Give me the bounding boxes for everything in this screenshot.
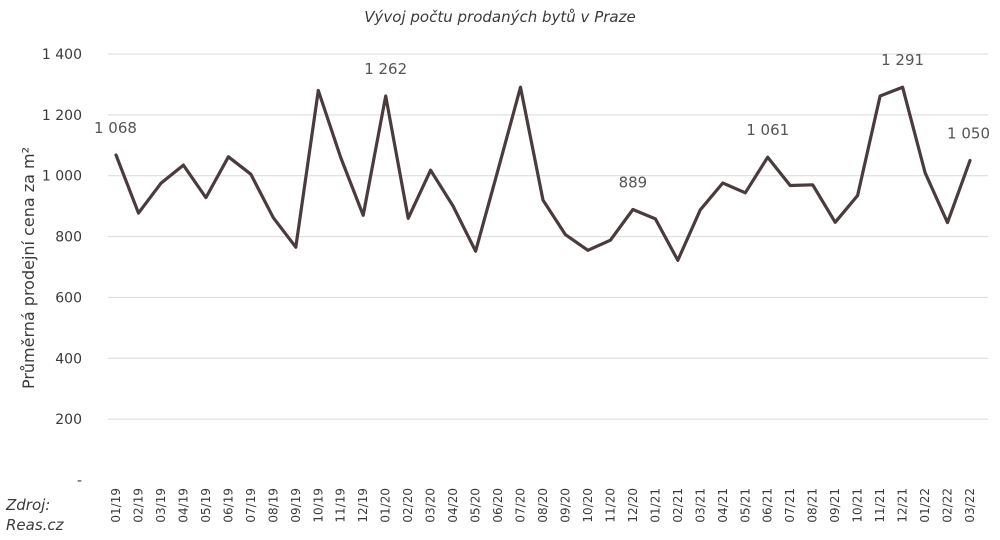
y-tick-label: 800 [55,230,82,246]
x-tick-label: 03/21 [693,488,707,523]
data-label: 1 050 [947,125,990,143]
x-tick-label: 02/21 [671,488,685,523]
x-tick-label: 08/20 [536,488,550,523]
x-tick-label: 12/19 [356,488,370,523]
x-tick-label: 03/19 [154,488,168,523]
data-label: 1 291 [881,51,924,69]
source-name: Reas.cz [6,516,65,534]
x-tick-label: 01/20 [379,488,393,523]
x-tick-label: 12/20 [626,488,640,523]
x-tick-label: 12/21 [896,488,910,523]
x-tick-label: 08/21 [806,488,820,523]
y-tick-label: 1 000 [42,169,82,185]
x-tick-label: 10/20 [581,488,595,523]
y-tick-label: 1 400 [42,47,82,63]
x-tick-label: 09/21 [828,488,842,523]
x-tick-label: 05/21 [738,488,752,523]
x-tick-label: 10/21 [851,488,865,523]
x-tick-label: 08/19 [266,488,280,523]
x-tick-label: 04/21 [716,488,730,523]
x-tick-label: 04/19 [176,488,190,523]
x-tick-label: 02/22 [941,488,955,523]
x-tick-label: 04/20 [446,488,460,523]
series-layer [114,85,972,262]
source-label: Zdroj: [5,496,50,514]
x-tick-label: 01/21 [648,488,662,523]
data-label: 1 061 [746,121,789,139]
x-tick-label: 11/21 [873,488,887,523]
x-tick-label: 09/19 [289,488,303,523]
x-tick-label: 01/22 [918,488,932,523]
x-tick-label: 06/19 [221,488,235,523]
x-tick-label: 09/20 [558,488,572,523]
y-axis-ticks: - 200 400 600 800 1 000 1 200 1 400 [42,47,82,489]
x-tick-label: 10/19 [311,488,325,523]
x-tick-label: 05/19 [199,488,213,523]
x-tick-label: 07/20 [514,488,528,523]
y-tick-label: 1 200 [42,108,82,124]
data-label: 889 [619,173,648,191]
x-tick-label: 02/19 [131,488,145,523]
data-label: 1 068 [94,119,137,137]
x-tick-label: 07/21 [783,488,797,523]
x-tick-label: 02/20 [401,488,415,523]
x-tick-label: 06/20 [491,488,505,523]
x-tick-label: 11/19 [334,488,348,523]
y-tick-label: 400 [55,351,82,367]
x-tick-label: 05/20 [469,488,483,523]
gridlines [108,53,988,420]
series-line [114,85,972,262]
x-tick-label: 01/19 [109,488,123,523]
x-tick-label: 03/22 [963,488,977,523]
y-tick-label: 600 [55,290,82,306]
data-labels: 1 068 1 262 889 1 061 1 291 1 050 [94,51,990,191]
y-tick-label: - [77,473,82,489]
x-axis-ticks: 01/19 02/19 03/19 04/19 05/19 06/19 07/19 08/19… [109,488,977,523]
x-tick-label: 07/19 [244,488,258,523]
chart-title: Vývoj počtu prodaných bytů v Praze [364,8,635,26]
y-axis-label: Průměrná prodejní cena za m² [19,147,38,389]
x-tick-label: 03/20 [424,488,438,523]
y-tick-label: 200 [55,412,82,428]
x-tick-label: 11/20 [603,488,617,523]
data-label: 1 262 [364,60,407,78]
x-tick-label: 06/21 [761,488,775,523]
